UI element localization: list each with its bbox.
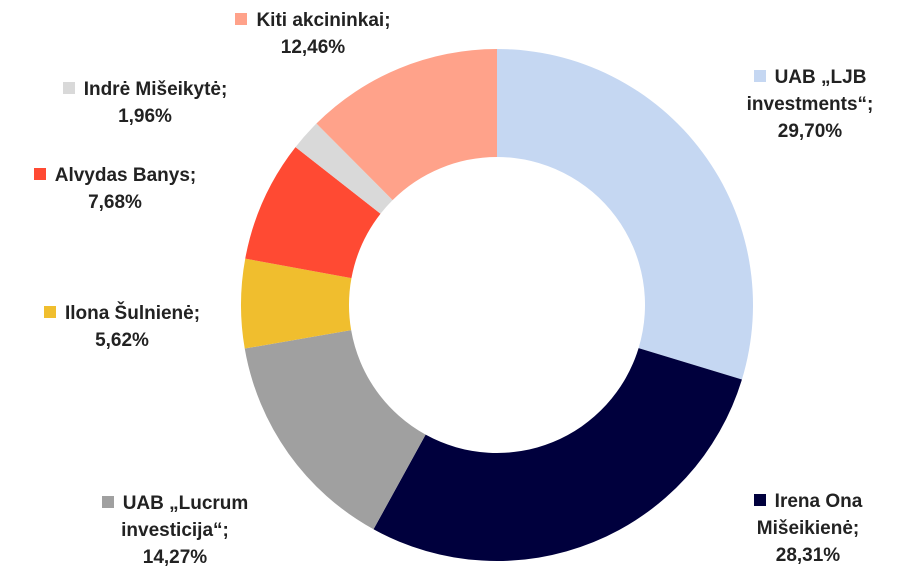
label-name: Irena Ona Mišeikienė; <box>756 491 863 539</box>
label-value: 5,62% <box>95 330 149 351</box>
legend-marker <box>753 494 766 506</box>
label-value: 12,46% <box>280 37 346 58</box>
donut-segment <box>373 348 742 561</box>
donut-segment <box>295 123 393 214</box>
donut-segment <box>316 49 497 201</box>
legend-marker <box>235 13 248 25</box>
label-name: UAB „Lucrum investicija“; <box>121 493 249 541</box>
label-name: Kiti akcininkai; <box>256 10 391 31</box>
data-label: UAB „LJB investments“; 29,70% <box>720 64 900 145</box>
donut-segment <box>245 147 381 279</box>
label-value: 1,96% <box>118 106 172 127</box>
legend-marker <box>62 82 75 94</box>
label-value: 14,27% <box>142 547 208 568</box>
data-label: Indrė Mišeikytė; 1,96% <box>25 76 265 130</box>
legend-marker <box>101 496 114 508</box>
donut-segment <box>244 330 426 530</box>
label-name: Alvydas Banys; <box>54 165 197 186</box>
label-name: UAB „LJB investments“; <box>746 67 874 115</box>
label-name: Indrė Mišeikytė; <box>83 79 228 100</box>
label-value: 29,70% <box>777 121 843 142</box>
donut-segment <box>497 49 753 380</box>
donut-segment <box>241 258 352 349</box>
data-label: Alvydas Banys; 7,68% <box>0 162 230 216</box>
label-value: 7,68% <box>88 192 142 213</box>
data-label: Kiti akcininkai; 12,46% <box>193 7 433 61</box>
data-label: Ilona Šulnienė; 5,62% <box>7 300 237 354</box>
legend-marker <box>753 70 766 82</box>
label-value: 28,31% <box>775 545 841 566</box>
data-label: Irena Ona Mišeikienė; 28,31% <box>733 488 883 569</box>
label-name: Ilona Šulnienė; <box>64 303 201 324</box>
legend-marker <box>43 306 56 318</box>
legend-marker <box>33 168 46 180</box>
data-label: UAB „Lucrum investicija“; 14,27% <box>75 490 275 570</box>
